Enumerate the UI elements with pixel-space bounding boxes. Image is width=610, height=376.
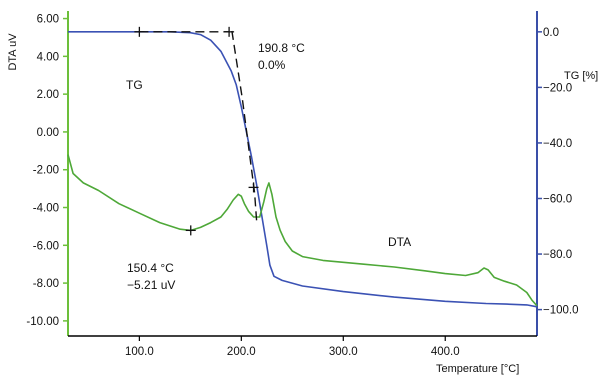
- cross-marker: [134, 26, 145, 37]
- annotation-dta-min-value: −5.21 uV: [127, 278, 175, 292]
- x-tick-label: 400.0: [431, 346, 460, 358]
- annotation-tg-onset-temp: 190.8 °C: [258, 41, 305, 55]
- y-right-tick-label: −100.0: [543, 305, 579, 317]
- x-tick-label: 100.0: [125, 346, 154, 358]
- series-dta-line: [67, 154, 538, 307]
- y-left-tick-label: -2.00: [33, 165, 59, 177]
- y-left-tick-label: -8.00: [33, 278, 59, 290]
- series-tg-line: [68, 30, 538, 308]
- x-tick-label: 300.0: [329, 346, 358, 358]
- x-tick-label: 200.0: [227, 346, 256, 358]
- annotation-tg-label: TG: [126, 78, 143, 92]
- y-left-axis-title: DTA uV: [7, 33, 19, 71]
- cross-marker: [224, 26, 235, 37]
- y-left-tick-label: 6.00: [37, 14, 59, 26]
- y-right-tick-label: −40.0: [543, 138, 572, 150]
- y-left-tick-label: -4.00: [33, 203, 59, 215]
- y-left-tick-label: -6.00: [33, 240, 59, 252]
- ticks: 6.00 4.00 2.00 0.00 -2.00 -4.00 -6.00 -8.00 -10.…: [26, 14, 578, 358]
- annotation-dta-min-temp: 150.4 °C: [127, 261, 174, 275]
- y-left-tick-label: 0.00: [37, 127, 59, 139]
- axes: [67, 11, 538, 337]
- cross-marker: [248, 182, 259, 193]
- plot-area: [67, 30, 538, 308]
- y-left-tick-label: -10.00: [26, 316, 59, 328]
- y-left-tick-label: 2.00: [37, 89, 59, 101]
- y-right-tick-label: −60.0: [543, 194, 572, 206]
- y-right-tick-label: −80.0: [543, 249, 572, 261]
- annotation-dta-label: DTA: [388, 235, 411, 249]
- x-axis-title: Temperature [°C]: [436, 363, 519, 375]
- y-right-axis-title: TG [%]: [564, 70, 598, 82]
- tangent-construction-line: [231, 30, 258, 221]
- annotation-tg-onset-loss: 0.0%: [258, 58, 286, 72]
- y-left-tick-label: 4.00: [37, 51, 59, 63]
- cross-marker: [185, 225, 196, 236]
- markers: [134, 26, 259, 236]
- y-right-tick-label: 0.0: [543, 27, 559, 39]
- y-right-tick-label: −20.0: [543, 82, 572, 94]
